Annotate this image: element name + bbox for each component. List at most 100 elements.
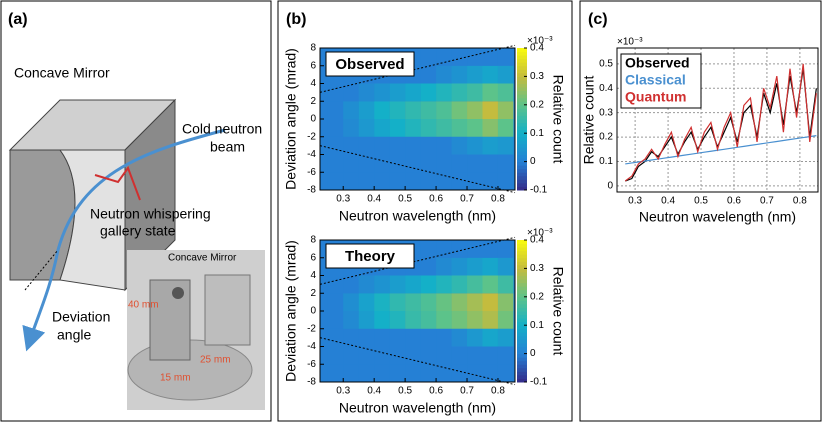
heat-cell	[482, 154, 498, 173]
y-tick-label: 0	[607, 181, 613, 192]
gallery-state	[94, 165, 141, 201]
heat-cell	[467, 311, 483, 329]
x-axis-label: Neutron wavelength (nm)	[339, 208, 496, 224]
colorbar-segment	[517, 250, 527, 255]
heat-cell	[389, 154, 406, 173]
colorbar-segment	[517, 254, 527, 259]
heat-cell	[482, 83, 498, 102]
heat-cell	[497, 65, 514, 84]
heat-cell	[327, 101, 344, 119]
heat-cell	[343, 293, 359, 311]
colorbar-segment	[517, 154, 527, 159]
colorbar-segment	[517, 318, 527, 323]
panel-c-frame	[579, 0, 822, 422]
colorbar-segment	[517, 325, 527, 330]
heat-cell	[467, 172, 483, 190]
colorbar-segment	[517, 72, 527, 77]
heat-cell	[420, 172, 437, 190]
heat-cell	[467, 346, 483, 365]
colorbar-segment	[517, 264, 527, 269]
heat-cell	[327, 311, 344, 329]
heat-cell	[451, 257, 468, 276]
heat-cell	[482, 275, 498, 294]
heat-cell	[467, 154, 483, 173]
colorbar-segment	[517, 182, 527, 187]
x-tick-label: 0.6	[429, 386, 443, 397]
heat-cell	[482, 311, 498, 329]
heat-cell	[420, 240, 437, 258]
heat-cell	[467, 83, 483, 102]
photo	[127, 250, 265, 410]
heat-cell	[420, 257, 437, 276]
heat-cell	[467, 65, 483, 84]
heat-cell	[482, 172, 498, 190]
heat-cell	[436, 328, 452, 347]
heat-cell	[482, 328, 498, 347]
heat-cell	[436, 136, 452, 155]
heat-cell	[451, 346, 468, 365]
colorbar-label: Relative count	[550, 75, 566, 164]
heat-cell	[467, 101, 483, 119]
heat-cell	[451, 119, 468, 137]
y-axis-label: Relative count	[581, 76, 597, 165]
heat-cell	[451, 136, 468, 155]
colorbar-segment	[517, 58, 527, 63]
colorbar-segment	[517, 115, 527, 120]
heat-cell	[358, 154, 375, 173]
heat-cell	[482, 240, 498, 258]
heat-cell	[358, 101, 375, 119]
panel-b-frame	[277, 0, 573, 422]
colorbar-segment	[517, 321, 527, 326]
colorbar-segment	[517, 69, 527, 74]
heat-cell	[343, 275, 359, 294]
x-tick-label: 0.4	[661, 196, 675, 207]
heat-cell	[327, 154, 344, 173]
series-line	[624, 63, 817, 182]
heat-cell	[420, 101, 437, 119]
heat-cell	[405, 172, 421, 190]
label: Concave Mirror	[14, 65, 110, 81]
legend-entry: Quantum	[625, 89, 686, 105]
heat-cell	[497, 293, 514, 311]
heat-cell	[343, 311, 359, 329]
label: gallery state	[100, 223, 176, 239]
colorbar-segment	[517, 328, 527, 333]
photo-dim: 40 mm	[128, 300, 159, 311]
colorbar-segment	[517, 286, 527, 291]
photo-dim: 15 mm	[160, 373, 191, 384]
legend-entry: Classical	[625, 72, 686, 88]
y-tick-label: 0.4	[599, 83, 613, 94]
heat-cell	[343, 364, 359, 382]
heat-cell	[497, 311, 514, 329]
heat-cell	[436, 48, 452, 66]
heat-cell	[374, 83, 390, 102]
heat-cell	[374, 346, 390, 365]
colorbar-segment	[517, 300, 527, 305]
heat-cell	[405, 119, 421, 137]
colorbar-segment	[517, 279, 527, 284]
y-tick-label: 4	[310, 78, 316, 89]
panel-label: (b)	[286, 11, 306, 28]
colorbar-segment	[517, 282, 527, 287]
heat-cell	[405, 293, 421, 311]
heat-cell	[467, 136, 483, 155]
heat-cell	[327, 293, 344, 311]
x-tick-label: 0.8	[491, 194, 505, 205]
boundary	[319, 145, 516, 194]
colorbar-segment	[517, 126, 527, 131]
heat-cell	[374, 311, 390, 329]
heat-cell	[374, 119, 390, 137]
heat-cell	[451, 275, 468, 294]
heat-cell	[327, 136, 344, 155]
heat-cell	[358, 83, 375, 102]
heat-cell	[497, 328, 514, 347]
heat-cell	[358, 136, 375, 155]
heat-cell	[467, 240, 483, 258]
heat-cell	[327, 119, 344, 137]
label: Cold neutron	[182, 121, 262, 137]
heat-cell	[436, 311, 452, 329]
heat-cell	[405, 154, 421, 173]
colorbar-segment	[517, 143, 527, 148]
colorbar-segment	[517, 314, 527, 319]
